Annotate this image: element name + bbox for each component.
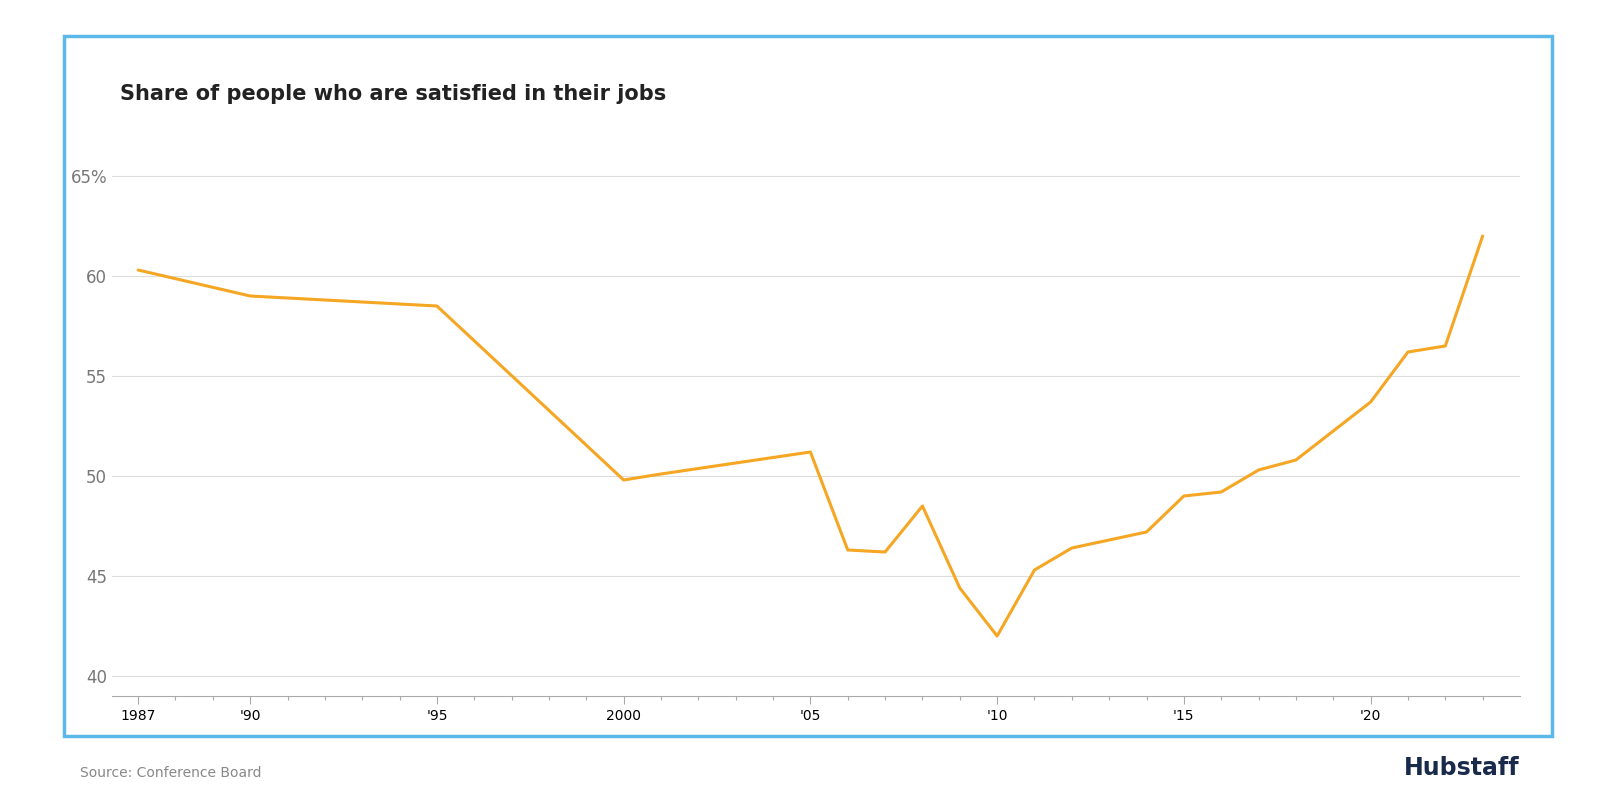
Text: Hubstaff: Hubstaff (1405, 756, 1520, 780)
Text: Source: Conference Board: Source: Conference Board (80, 766, 261, 780)
Text: Share of people who are satisfied in their jobs: Share of people who are satisfied in the… (120, 84, 666, 104)
